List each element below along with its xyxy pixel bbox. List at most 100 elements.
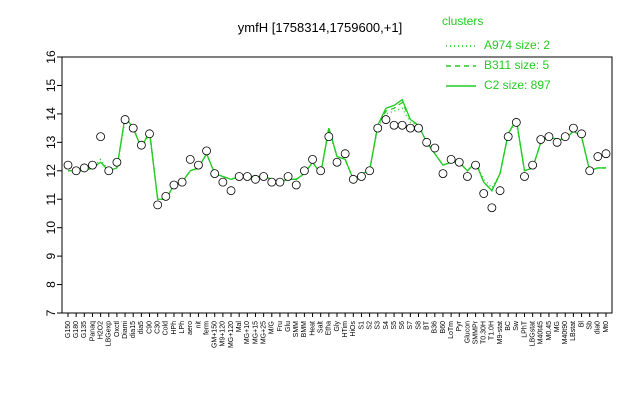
point (577, 129, 586, 139)
x-tick-label: M9+120 (220, 321, 227, 347)
point (544, 132, 554, 142)
x-tick-label: Panaq (89, 321, 96, 341)
series-line (68, 98, 606, 200)
point (275, 177, 285, 187)
x-tick-label: LBstat (570, 321, 577, 341)
x-tick-label: Gly (334, 321, 341, 332)
point (153, 200, 163, 210)
point (511, 118, 521, 127)
point (568, 123, 578, 133)
point (104, 166, 114, 176)
x-tick-label: LPh (179, 321, 186, 334)
x-tick-label: Sw (513, 320, 520, 331)
x-tick-label: dia15 (130, 321, 137, 338)
point (373, 123, 383, 133)
point (145, 129, 154, 139)
x-tick-label: M0.45 (546, 321, 553, 341)
x-tick-label: H2O2 (97, 321, 104, 339)
x-tick-label: BC (505, 321, 512, 331)
legend-title: clusters (442, 14, 483, 28)
chart-title: ymfH [1758314,1759600,+1] (238, 20, 402, 35)
point (495, 186, 505, 196)
point (71, 166, 81, 176)
point (226, 186, 236, 196)
y-tick-label: 12 (44, 164, 58, 178)
x-tick-label: S6 (399, 321, 406, 330)
x-tick-label: Glu (285, 321, 292, 332)
x-tick-label: Bl (578, 321, 585, 328)
x-tick-label: GM+150 (212, 321, 219, 348)
point (291, 180, 301, 190)
x-tick-label: Sb (587, 321, 594, 330)
x-tick-label: HPh (171, 321, 178, 335)
point (210, 169, 220, 179)
point (463, 172, 472, 181)
point (471, 160, 480, 170)
x-tick-label: T1.0H (489, 321, 496, 340)
x-tick-label: S5 (391, 321, 398, 330)
point (487, 203, 497, 213)
point (438, 169, 448, 179)
x-tick-label: S1 (358, 321, 365, 330)
x-tick-label: B36 (432, 321, 439, 334)
point (397, 120, 407, 130)
legend-label: C2 size: 897 (484, 78, 551, 92)
x-tick-label: Mal (236, 321, 243, 333)
x-tick-label: SMM (293, 321, 300, 338)
point (446, 154, 456, 164)
point (177, 177, 187, 187)
point (194, 160, 203, 170)
point (389, 120, 399, 130)
x-tick-label: LoTm (448, 321, 455, 339)
x-tick-label: Glucon (464, 321, 471, 343)
x-tick-label: Mt0 (603, 321, 610, 333)
x-tick-label: nit (195, 321, 202, 328)
y-tick-label: 10 (44, 221, 58, 235)
point (128, 123, 138, 133)
x-tick-label: C30 (155, 321, 162, 334)
point (430, 143, 440, 153)
x-tick-label: ferm (203, 321, 210, 335)
plot-frame (61, 56, 613, 314)
point (316, 166, 326, 176)
x-tick-label: M9-stat (497, 321, 504, 344)
x-tick-label: HTim (342, 321, 349, 338)
point (308, 154, 317, 164)
point (267, 177, 277, 187)
point (560, 132, 570, 142)
x-tick-label: G135 (81, 321, 88, 338)
series-line (68, 107, 606, 200)
x-tick-label: BMM (301, 321, 308, 338)
x-tick-label: MG+120 (228, 321, 235, 348)
x-tick-label: C90 (146, 321, 153, 334)
x-tick-label: MG+15 (252, 321, 259, 344)
point (414, 123, 423, 133)
point (365, 166, 375, 176)
point (405, 123, 415, 133)
x-tick-label: MG+10 (244, 321, 251, 344)
x-tick-label: MG+25 (260, 321, 267, 344)
x-tick-label: Pyr (456, 320, 463, 331)
point (169, 180, 179, 190)
x-tick-label: LBGexp (106, 321, 113, 346)
point (202, 146, 211, 156)
point (234, 172, 244, 181)
x-tick-label: G180 (73, 321, 80, 338)
point (283, 172, 293, 181)
x-tick-label: LPhT (521, 320, 528, 337)
point (454, 157, 464, 167)
x-tick-label: T0.30H (481, 321, 488, 344)
point (185, 154, 195, 164)
x-tick-label: LBGstat (529, 321, 536, 346)
series-line (68, 101, 606, 200)
point (324, 132, 334, 142)
x-tick-label: Heat (309, 321, 316, 336)
x-tick-label: Etha (326, 321, 333, 336)
point (601, 149, 611, 159)
x-tick-label: Fru (277, 321, 284, 332)
point (79, 163, 89, 173)
point (259, 172, 269, 181)
legend-label: B311 size: 5 (484, 58, 549, 72)
y-tick-label: 7 (44, 309, 58, 316)
point (520, 172, 529, 181)
